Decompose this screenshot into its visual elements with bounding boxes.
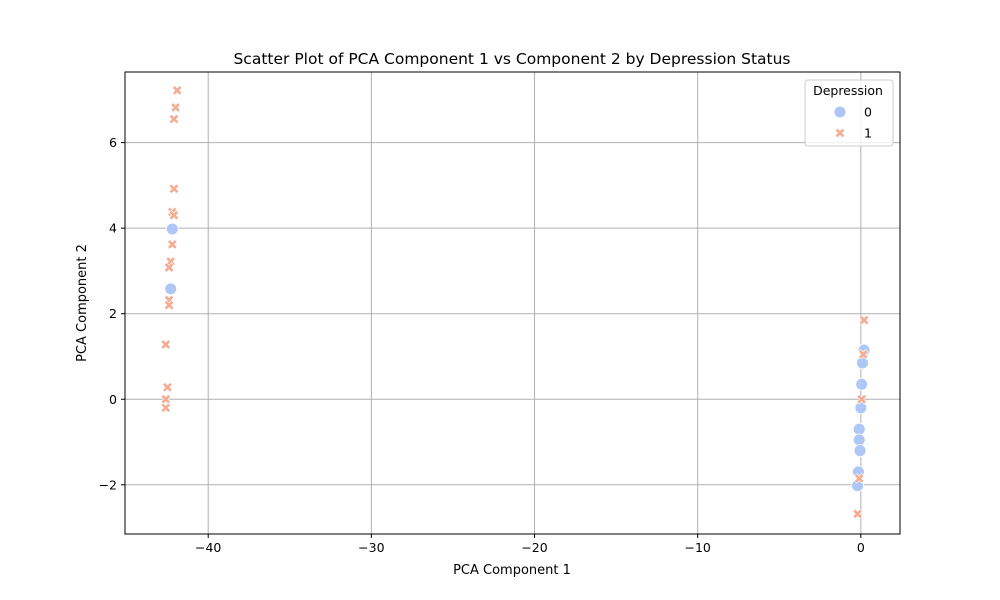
data-point	[853, 444, 867, 458]
data-point	[164, 282, 178, 296]
data-point	[852, 433, 866, 447]
y-tick-label: 0	[109, 392, 117, 407]
data-point	[858, 314, 870, 326]
data-point	[168, 183, 180, 195]
x-tick-label: −20	[521, 540, 547, 555]
data-points	[160, 85, 871, 520]
data-point	[160, 339, 172, 350]
data-point	[171, 85, 183, 96]
legend-label: 1	[864, 126, 872, 141]
data-point	[162, 382, 173, 393]
x-tick-label: 0	[857, 540, 865, 555]
data-point	[853, 473, 865, 484]
x-tick-label: −10	[684, 540, 710, 555]
legend-label: 0	[864, 105, 872, 120]
legend-box	[804, 79, 894, 147]
x-tick-label: −40	[195, 540, 221, 555]
data-point	[163, 299, 175, 311]
data-point	[165, 222, 179, 236]
data-point	[167, 239, 178, 250]
x-axis-label: PCA Component 1	[453, 563, 571, 578]
data-point	[858, 349, 869, 360]
legend-marker	[834, 127, 846, 139]
data-point	[168, 210, 180, 221]
x-tick-label: −30	[358, 540, 384, 555]
data-point	[854, 401, 868, 415]
y-axis-ticks: −2 0 2 4 6	[99, 135, 125, 492]
y-axis-label: PCA Component 2	[75, 244, 90, 362]
data-point	[856, 394, 867, 405]
y-tick-label: 2	[109, 306, 117, 321]
data-point	[170, 102, 181, 113]
plot-frame	[124, 71, 901, 535]
grid	[125, 72, 900, 534]
x-axis-ticks: −40 −30 −20 −10 0	[195, 534, 865, 555]
legend: Depression 0 1	[804, 79, 894, 147]
data-point	[856, 356, 869, 370]
data-point	[855, 377, 869, 391]
chart-title: Scatter Plot of PCA Component 1 vs Compo…	[233, 50, 790, 68]
data-point	[160, 394, 172, 405]
y-tick-label: 6	[109, 135, 117, 150]
y-tick-label: −2	[99, 477, 117, 492]
data-point	[852, 508, 863, 520]
legend-marker	[833, 105, 847, 119]
y-tick-label: 4	[109, 221, 117, 236]
data-point	[163, 262, 175, 273]
data-point	[160, 402, 172, 414]
data-point	[852, 422, 866, 436]
legend-title: Depression	[813, 83, 883, 98]
data-point	[168, 113, 180, 125]
